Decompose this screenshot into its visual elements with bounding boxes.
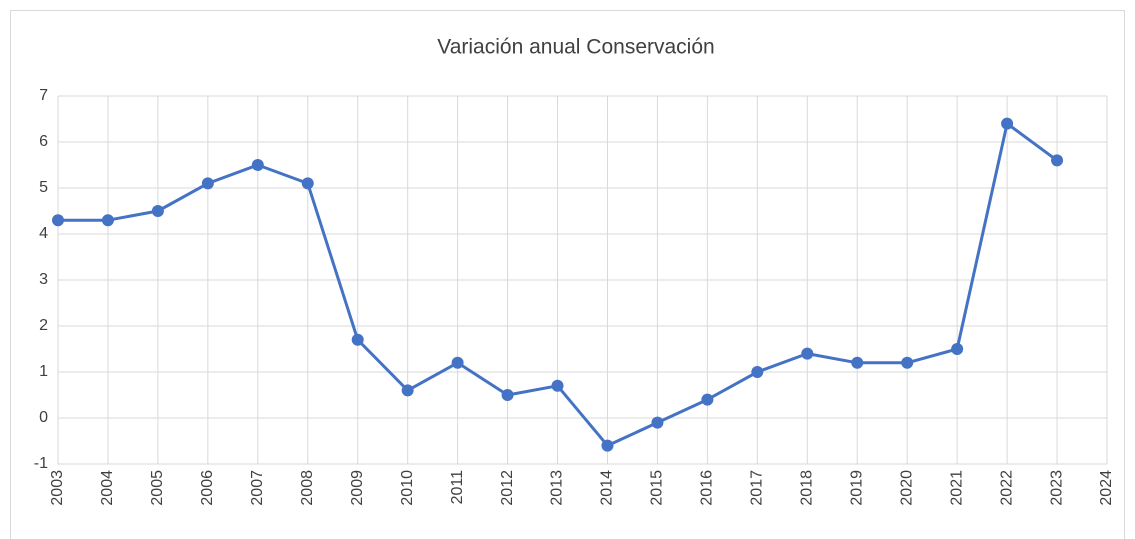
- x-tick-label: 2020: [898, 470, 915, 506]
- y-tick-label: 4: [39, 225, 48, 242]
- data-point: [351, 333, 364, 346]
- chart-frame: [10, 10, 1125, 539]
- data-point: [551, 379, 564, 392]
- x-tick-label: 2015: [649, 470, 666, 506]
- y-tick-label: 3: [39, 271, 48, 288]
- x-tick-label: 2007: [249, 470, 266, 506]
- x-tick-label: 2005: [149, 470, 166, 506]
- data-point: [751, 366, 764, 378]
- data-point: [701, 393, 714, 406]
- x-tick-label: 2017: [749, 470, 766, 506]
- data-point: [201, 177, 214, 190]
- data-point: [151, 205, 164, 217]
- data-point: [851, 356, 864, 369]
- data-point: [501, 389, 514, 401]
- data-point: [101, 214, 114, 227]
- data-point: [651, 416, 664, 429]
- data-point: [1051, 154, 1064, 167]
- data-point: [301, 177, 314, 190]
- y-tick-label: 0: [39, 409, 48, 426]
- data-point: [601, 439, 614, 452]
- y-tick-label: -1: [34, 455, 48, 472]
- x-tick-label: 2013: [549, 470, 566, 506]
- x-tick-label: 2023: [1048, 470, 1065, 506]
- x-tick-label: 2006: [199, 470, 216, 506]
- x-tick-label: 2010: [399, 470, 416, 506]
- data-point: [1001, 117, 1014, 130]
- x-tick-label: 2021: [948, 470, 965, 506]
- x-tick-label: 2011: [449, 470, 466, 505]
- x-tick-label: 2024: [1098, 470, 1115, 506]
- data-point: [801, 347, 814, 360]
- y-tick-label: 6: [39, 133, 48, 150]
- y-tick-label: 5: [39, 179, 48, 196]
- x-tick-label: 2019: [848, 470, 865, 506]
- data-point: [951, 343, 964, 355]
- x-tick-label: 2003: [49, 470, 66, 506]
- y-tick-label: 1: [39, 363, 48, 380]
- x-tick-label: 2004: [99, 470, 116, 506]
- data-point: [401, 384, 414, 397]
- x-tick-label: 2016: [699, 470, 716, 506]
- x-tick-label: 2008: [299, 470, 316, 506]
- x-tick-label: 2014: [599, 470, 616, 506]
- x-tick-label: 2022: [998, 470, 1015, 506]
- data-point: [52, 214, 64, 227]
- y-tick-label: 7: [39, 87, 48, 104]
- chart-title: Variación anual Conservación: [437, 36, 714, 59]
- data-point: [901, 356, 914, 369]
- data-point: [451, 356, 464, 369]
- x-tick-label: 2009: [349, 470, 366, 506]
- x-tick-label: 2018: [799, 470, 816, 506]
- data-point: [251, 159, 264, 171]
- y-tick-label: 2: [39, 317, 48, 334]
- x-tick-label: 2012: [499, 470, 516, 506]
